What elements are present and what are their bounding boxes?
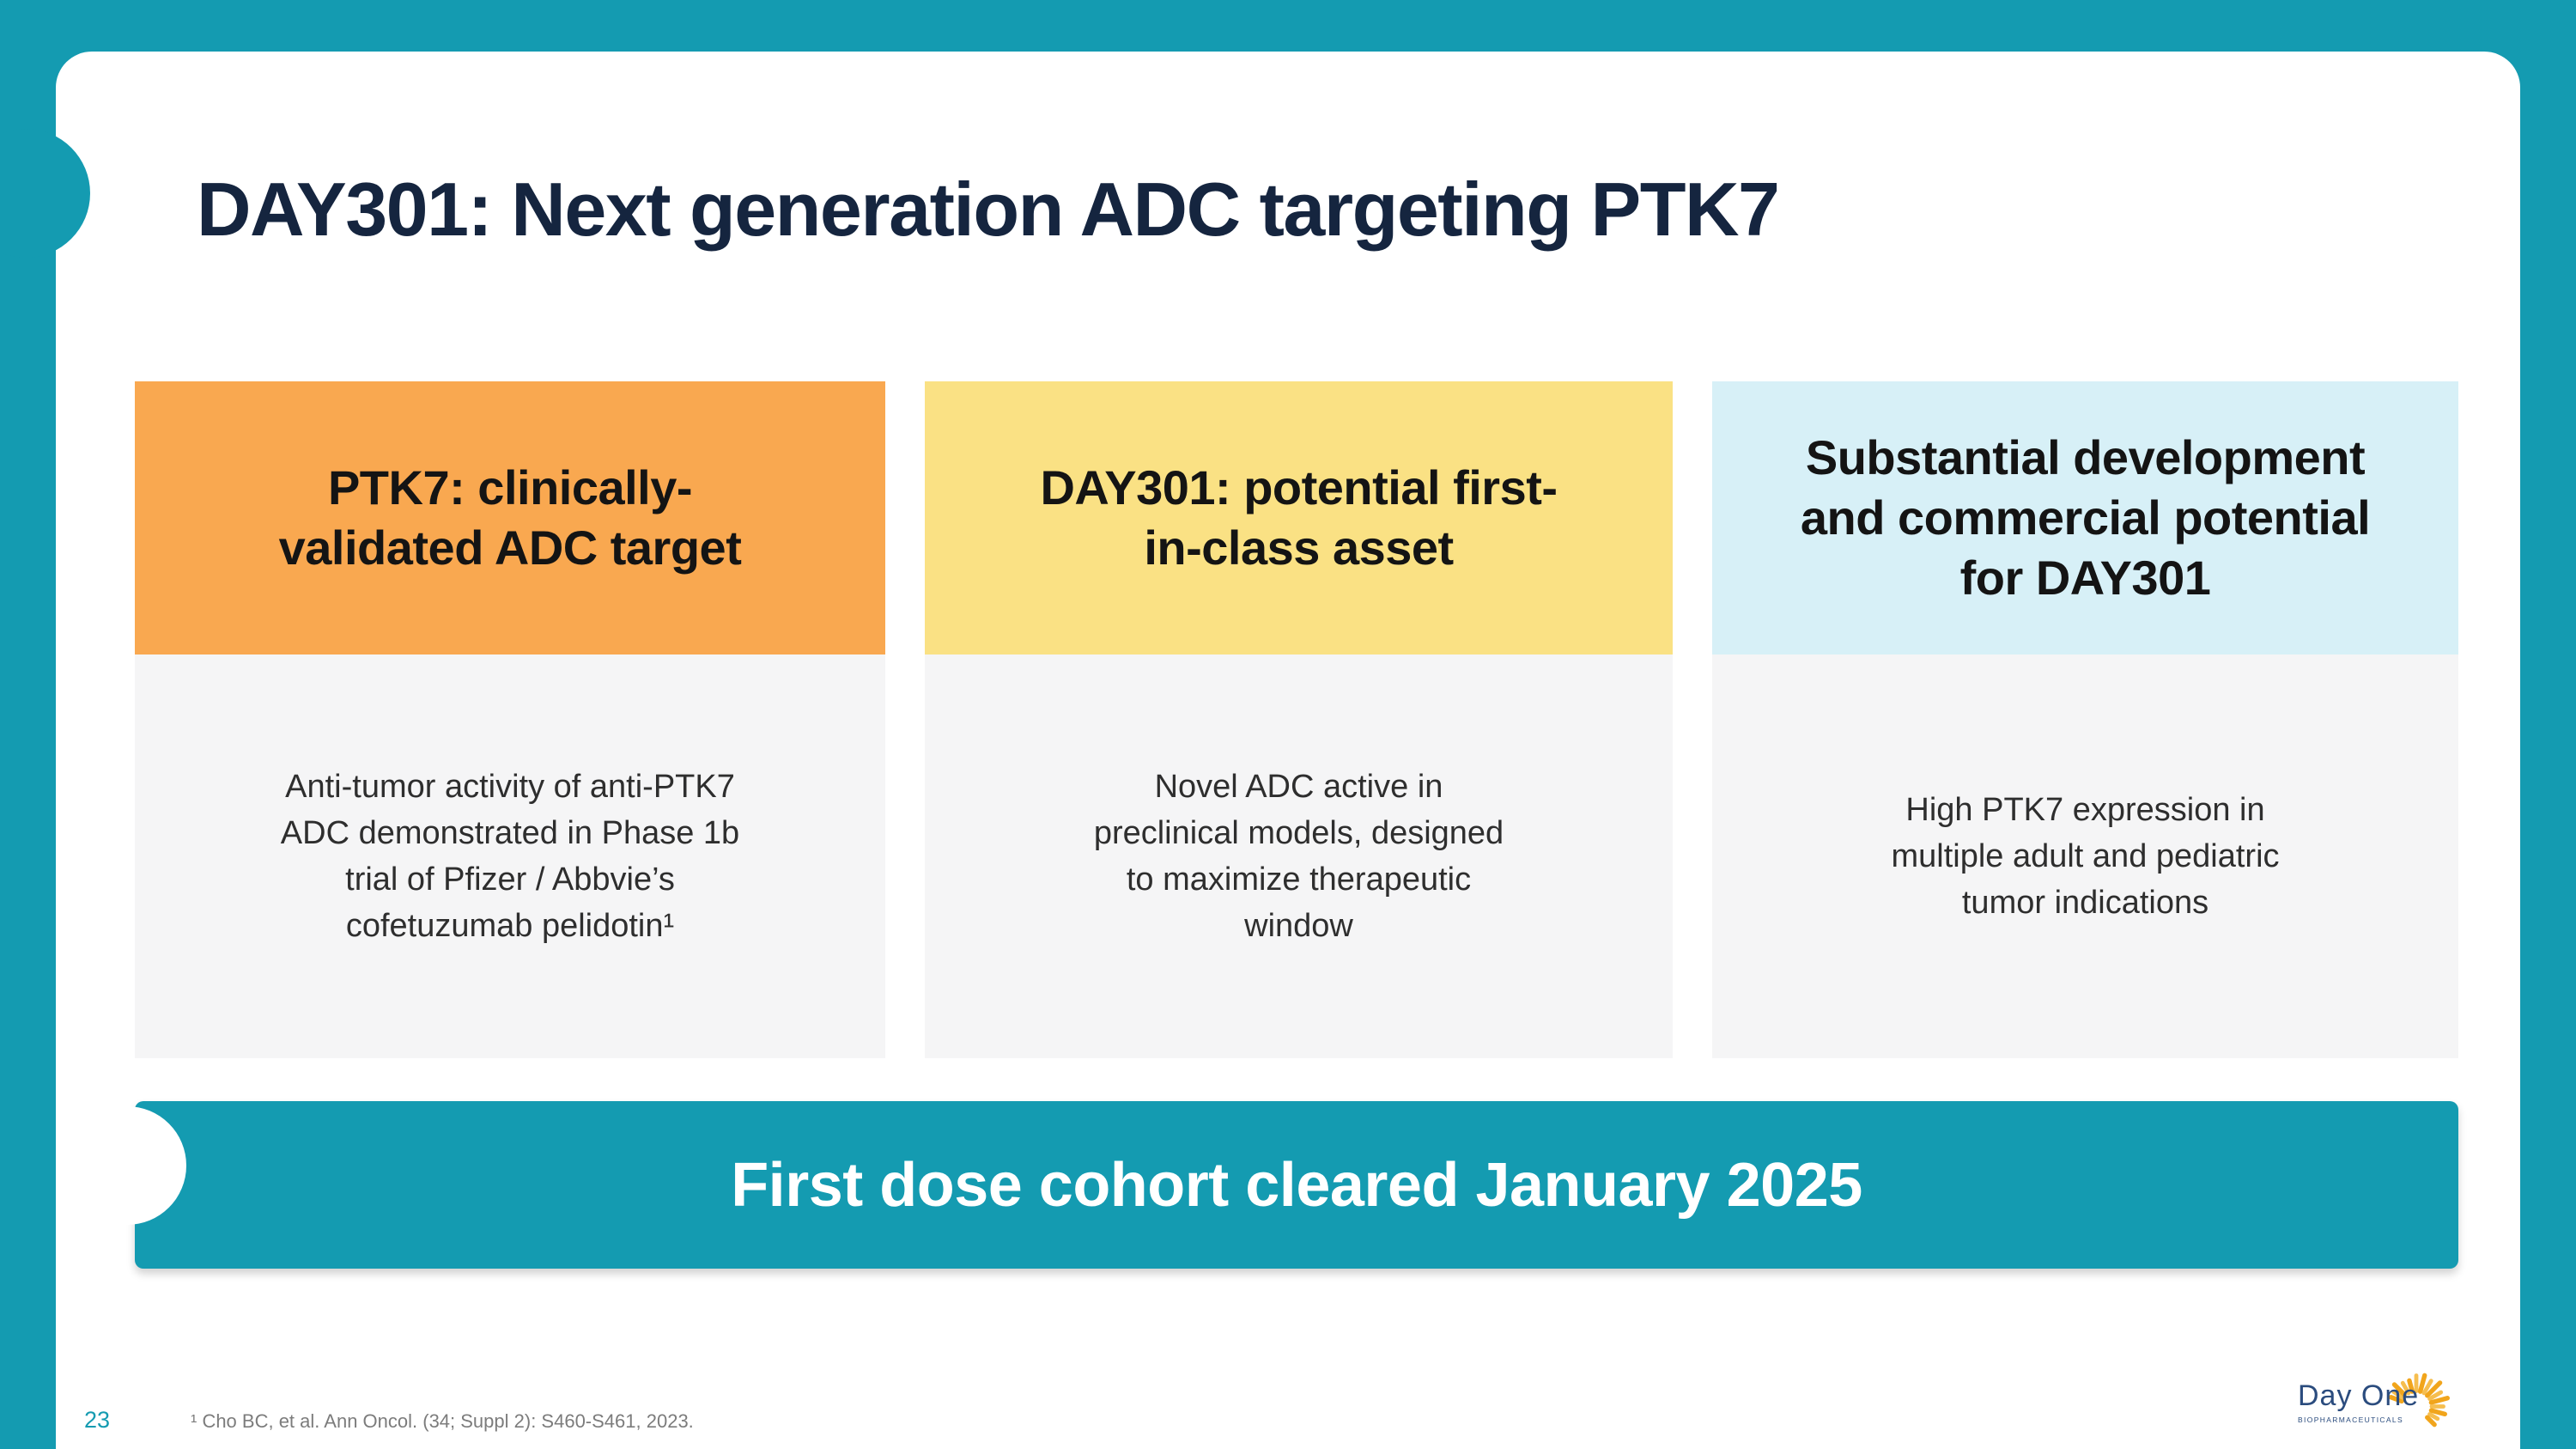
footnote-citation: ¹ Cho BC, et al. Ann Oncol. (34; Suppl 2…: [191, 1410, 694, 1432]
card-body: High PTK7 expression in multiple adult a…: [1712, 654, 2458, 1058]
logo-subtext: BIOPHARMACEUTICALS: [2298, 1416, 2404, 1424]
card-body-line: Anti-tumor activity of anti-PTK7: [285, 769, 735, 805]
card-body: Novel ADC active in preclinical models, …: [925, 654, 1673, 1058]
card-body-line: High PTK7 expression in: [1905, 792, 2265, 828]
milestone-banner: First dose cohort cleared January 2025: [135, 1101, 2458, 1269]
card-header: Substantial development and commercial p…: [1712, 381, 2458, 654]
milestone-banner-text: First dose cohort cleared January 2025: [731, 1150, 1862, 1220]
info-card-ptk7-target: PTK7: clinically- validated ADC target A…: [135, 381, 885, 1058]
card-header-line: in-class asset: [1144, 521, 1454, 575]
info-card-first-in-class: DAY301: potential first- in-class asset …: [925, 381, 1673, 1058]
logo-wordmark: Day One: [2298, 1379, 2420, 1412]
card-header-line: PTK7: clinically-: [327, 460, 693, 514]
card-header-line: validated ADC target: [278, 521, 742, 575]
banner-left-notch: [68, 1106, 186, 1225]
card-body-line: cofetuzumab pelidotin¹: [345, 908, 675, 944]
card-body-line: trial of Pfizer / Abbvie’s: [345, 861, 675, 898]
card-header-line: DAY301: potential first-: [1040, 460, 1558, 514]
card-header-line: Substantial development: [1805, 430, 2366, 484]
page-number: 23: [84, 1407, 111, 1433]
card-body-line: to maximize therapeutic: [1126, 861, 1472, 898]
page-title: DAY301: Next generation ADC targeting PT…: [197, 167, 1780, 252]
info-card-development-potential: Substantial development and commercial p…: [1712, 381, 2458, 1058]
card-body-line: multiple adult and pediatric: [1891, 838, 2280, 874]
card-header-line: for DAY301: [1959, 551, 2211, 605]
sunburst-icon: [2388, 1373, 2451, 1428]
day-one-logo: Day One BIOPHARMACEUTICALS: [2298, 1357, 2452, 1428]
card-body-line: Novel ADC active in: [1154, 769, 1443, 805]
card-header-line: and commercial potential: [1800, 490, 2371, 545]
card-header: PTK7: clinically- validated ADC target: [135, 381, 885, 654]
card-body: Anti-tumor activity of anti-PTK7 ADC dem…: [135, 654, 885, 1058]
card-body-line: ADC demonstrated in Phase 1b: [280, 815, 740, 851]
card-body-line: preclinical models, designed: [1093, 815, 1504, 851]
card-body-line: window: [1244, 908, 1353, 944]
card-header: DAY301: potential first- in-class asset: [925, 381, 1673, 654]
card-body-line: tumor indications: [1961, 885, 2209, 921]
